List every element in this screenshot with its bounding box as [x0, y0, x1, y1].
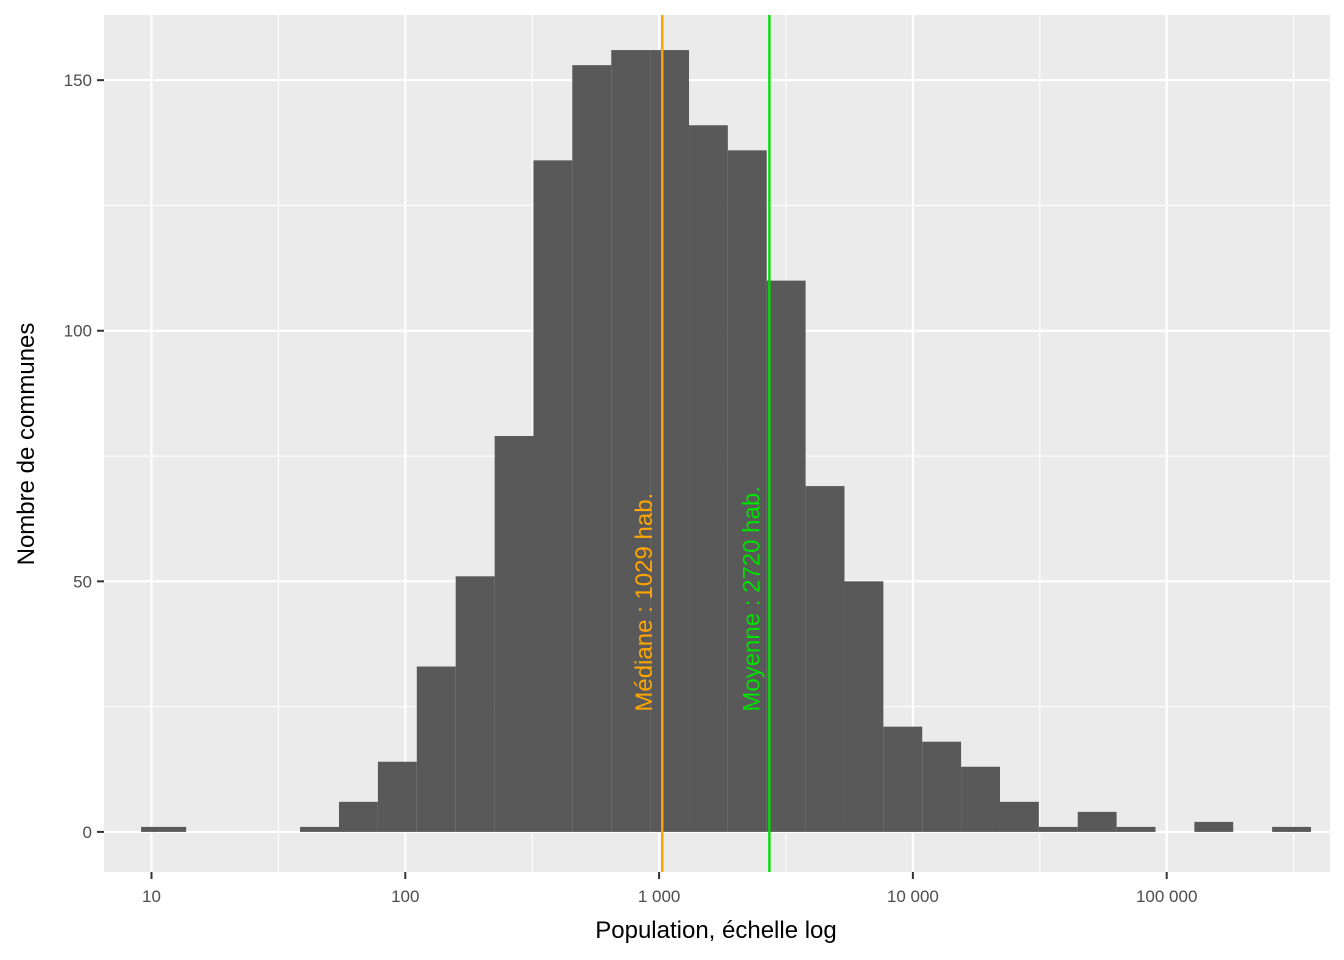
histogram-bar — [805, 486, 845, 832]
histogram-bar — [689, 125, 728, 832]
histogram-bar — [922, 741, 962, 832]
histogram-bar — [650, 50, 690, 832]
x-tick-label: 1 000 — [638, 887, 681, 906]
histogram-bars — [141, 50, 1311, 832]
histogram-bar — [416, 666, 456, 832]
histogram-bar — [141, 826, 187, 832]
median-label: Médiane : 1029 hab. — [631, 493, 658, 712]
histogram-bar — [766, 280, 806, 832]
x-tick-label: 10 — [142, 887, 161, 906]
histogram-bar — [300, 826, 339, 832]
histogram-bar — [455, 576, 495, 832]
histogram-bar — [1116, 826, 1156, 832]
histogram-bar — [999, 801, 1039, 832]
y-axis-tick-labels: 0 50 100 150 — [64, 71, 92, 842]
histogram-bar — [611, 50, 651, 832]
x-tick-label: 100 — [391, 887, 419, 906]
y-tick-label: 100 — [64, 322, 92, 341]
y-axis-title: Nombre de communes — [13, 323, 40, 566]
axis-ticks — [97, 79, 1168, 879]
reference-lines: Médiane : 1029 hab. Moyenne : 2720 hab. — [631, 15, 771, 872]
histogram-bar — [1194, 821, 1234, 832]
y-tick-label: 0 — [83, 823, 92, 842]
histogram-bar — [844, 581, 884, 832]
histogram-bar — [494, 435, 534, 832]
y-tick-label: 50 — [73, 572, 92, 591]
y-tick-label: 150 — [64, 71, 92, 90]
histogram-bar — [1077, 811, 1117, 832]
histogram-bar — [727, 150, 767, 832]
histogram-bar — [572, 65, 612, 832]
histogram-bar — [533, 160, 573, 832]
histogram-bar — [1038, 826, 1078, 832]
x-tick-label: 10 000 — [887, 887, 939, 906]
x-axis-tick-labels: 10 100 1 000 10 000 100 000 — [142, 887, 1197, 906]
histogram-bar — [377, 761, 417, 832]
histogram-bar — [883, 726, 923, 832]
histogram-bar — [338, 801, 378, 832]
histogram-bar — [961, 766, 1000, 832]
histogram-bar — [1272, 826, 1311, 832]
x-axis-title: Population, échelle log — [595, 917, 837, 944]
mean-label: Moyenne : 2720 hab. — [738, 486, 765, 712]
x-tick-label: 100 000 — [1136, 887, 1197, 906]
